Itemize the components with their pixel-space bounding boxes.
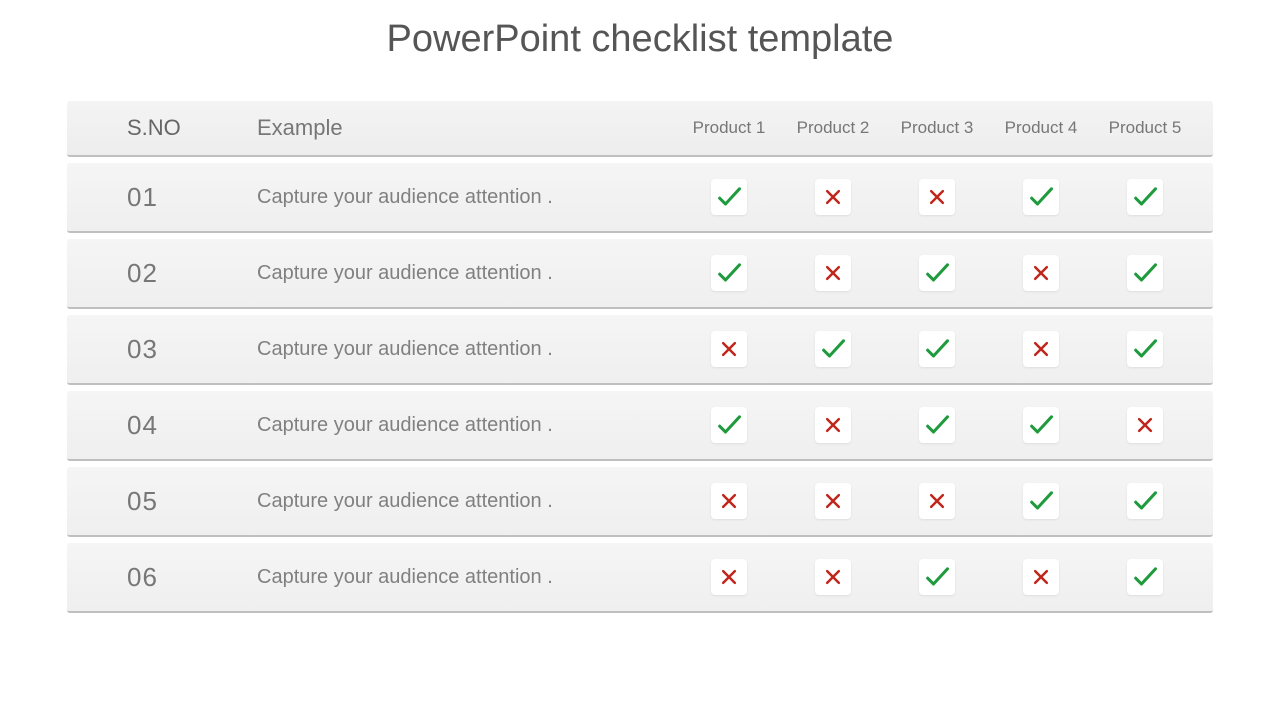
row-example: Capture your audience attention .: [247, 414, 677, 437]
header-product-1: Product 1: [677, 118, 781, 138]
header-product-4: Product 4: [989, 118, 1093, 138]
check-icon: [919, 407, 955, 443]
check-icon: [815, 331, 851, 367]
cross-icon: [711, 483, 747, 519]
row-product-cell: [989, 407, 1093, 443]
row-sno: 06: [67, 562, 247, 593]
table-row: 06Capture your audience attention .: [67, 543, 1213, 613]
row-example: Capture your audience attention .: [247, 338, 677, 361]
check-icon: [1023, 483, 1059, 519]
row-product-cell: [1093, 407, 1197, 443]
table-row: 03Capture your audience attention .: [67, 315, 1213, 385]
row-product-cell: [1093, 483, 1197, 519]
table-row: 02Capture your audience attention .: [67, 239, 1213, 309]
check-icon: [1023, 179, 1059, 215]
cross-icon: [711, 331, 747, 367]
cross-icon: [815, 407, 851, 443]
row-sno: 03: [67, 334, 247, 365]
cross-icon: [815, 483, 851, 519]
row-product-cell: [1093, 331, 1197, 367]
check-icon: [1127, 331, 1163, 367]
row-product-cell: [885, 483, 989, 519]
check-icon: [1023, 407, 1059, 443]
row-product-cell: [677, 331, 781, 367]
check-icon: [919, 559, 955, 595]
check-icon: [919, 255, 955, 291]
row-sno: 05: [67, 486, 247, 517]
cross-icon: [711, 559, 747, 595]
header-product-2: Product 2: [781, 118, 885, 138]
slide-title: PowerPoint checklist template: [387, 18, 894, 61]
row-sno: 02: [67, 258, 247, 289]
checklist-table: S.NO Example Product 1 Product 2 Product…: [67, 101, 1213, 613]
row-sno: 01: [67, 182, 247, 213]
table-header-row: S.NO Example Product 1 Product 2 Product…: [67, 101, 1213, 157]
row-product-cell: [781, 407, 885, 443]
check-icon: [711, 179, 747, 215]
row-product-cell: [781, 559, 885, 595]
header-sno: S.NO: [67, 115, 247, 141]
slide: PowerPoint checklist template S.NO Examp…: [0, 0, 1280, 720]
row-product-cell: [989, 255, 1093, 291]
table-row: 01Capture your audience attention .: [67, 163, 1213, 233]
row-product-cell: [781, 179, 885, 215]
check-icon: [919, 331, 955, 367]
row-sno: 04: [67, 410, 247, 441]
row-product-cell: [885, 559, 989, 595]
header-product-5: Product 5: [1093, 118, 1197, 138]
table-row: 05Capture your audience attention .: [67, 467, 1213, 537]
cross-icon: [815, 179, 851, 215]
row-product-cell: [781, 255, 885, 291]
row-product-cell: [677, 179, 781, 215]
row-example: Capture your audience attention .: [247, 262, 677, 285]
row-product-cell: [677, 483, 781, 519]
cross-icon: [1023, 255, 1059, 291]
check-icon: [1127, 179, 1163, 215]
table-body: 01Capture your audience attention .02Cap…: [67, 163, 1213, 613]
row-example: Capture your audience attention .: [247, 490, 677, 513]
row-product-cell: [989, 179, 1093, 215]
cross-icon: [1127, 407, 1163, 443]
row-product-cell: [677, 407, 781, 443]
row-product-cell: [885, 331, 989, 367]
check-icon: [1127, 559, 1163, 595]
row-product-cell: [677, 255, 781, 291]
row-example: Capture your audience attention .: [247, 566, 677, 589]
row-product-cell: [989, 559, 1093, 595]
check-icon: [711, 407, 747, 443]
cross-icon: [919, 483, 955, 519]
check-icon: [1127, 483, 1163, 519]
row-product-cell: [885, 179, 989, 215]
row-product-cell: [677, 559, 781, 595]
row-product-cell: [885, 407, 989, 443]
row-product-cell: [1093, 179, 1197, 215]
table-row: 04Capture your audience attention .: [67, 391, 1213, 461]
row-product-cell: [781, 331, 885, 367]
row-product-cell: [781, 483, 885, 519]
cross-icon: [919, 179, 955, 215]
row-product-cell: [989, 483, 1093, 519]
header-product-3: Product 3: [885, 118, 989, 138]
row-product-cell: [1093, 559, 1197, 595]
check-icon: [1127, 255, 1163, 291]
row-product-cell: [1093, 255, 1197, 291]
row-example: Capture your audience attention .: [247, 186, 677, 209]
cross-icon: [815, 559, 851, 595]
cross-icon: [1023, 559, 1059, 595]
cross-icon: [1023, 331, 1059, 367]
cross-icon: [815, 255, 851, 291]
row-product-cell: [885, 255, 989, 291]
header-example: Example: [247, 115, 677, 141]
check-icon: [711, 255, 747, 291]
row-product-cell: [989, 331, 1093, 367]
